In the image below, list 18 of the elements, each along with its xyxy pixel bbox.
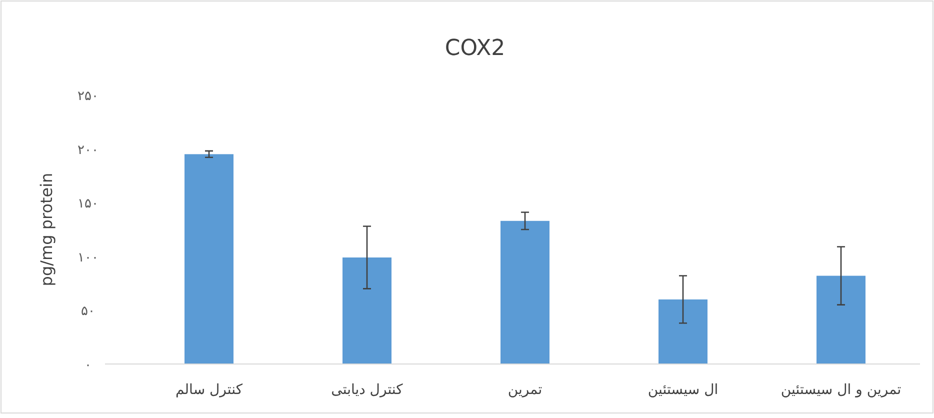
bar (342, 257, 392, 364)
x-tick-label: تمرین (508, 382, 542, 398)
bar (658, 299, 708, 364)
bar (500, 220, 550, 364)
y-tick-label: ۱۵۰ (78, 196, 98, 212)
x-tick-label: تمرین و ال سیستئین (780, 382, 902, 398)
y-tick-label: ۵۰ (81, 304, 95, 320)
y-tick-label: ۰ (84, 358, 92, 373)
y-tick-label: ۱۰۰ (78, 250, 98, 266)
x-tick-label: کنترل سالم (175, 382, 243, 398)
bar (184, 154, 234, 364)
y-tick-label: ۲۰۰ (78, 142, 98, 158)
chart-title: COX2 (444, 36, 506, 61)
y-tick-label: ۲۵۰ (78, 89, 98, 104)
y-axis-title: pg/mg protein (37, 172, 56, 286)
x-tick-label: ال سیستئین (648, 382, 718, 398)
x-tick-label: کنترل دیابتی (331, 382, 404, 398)
bar (816, 276, 866, 364)
